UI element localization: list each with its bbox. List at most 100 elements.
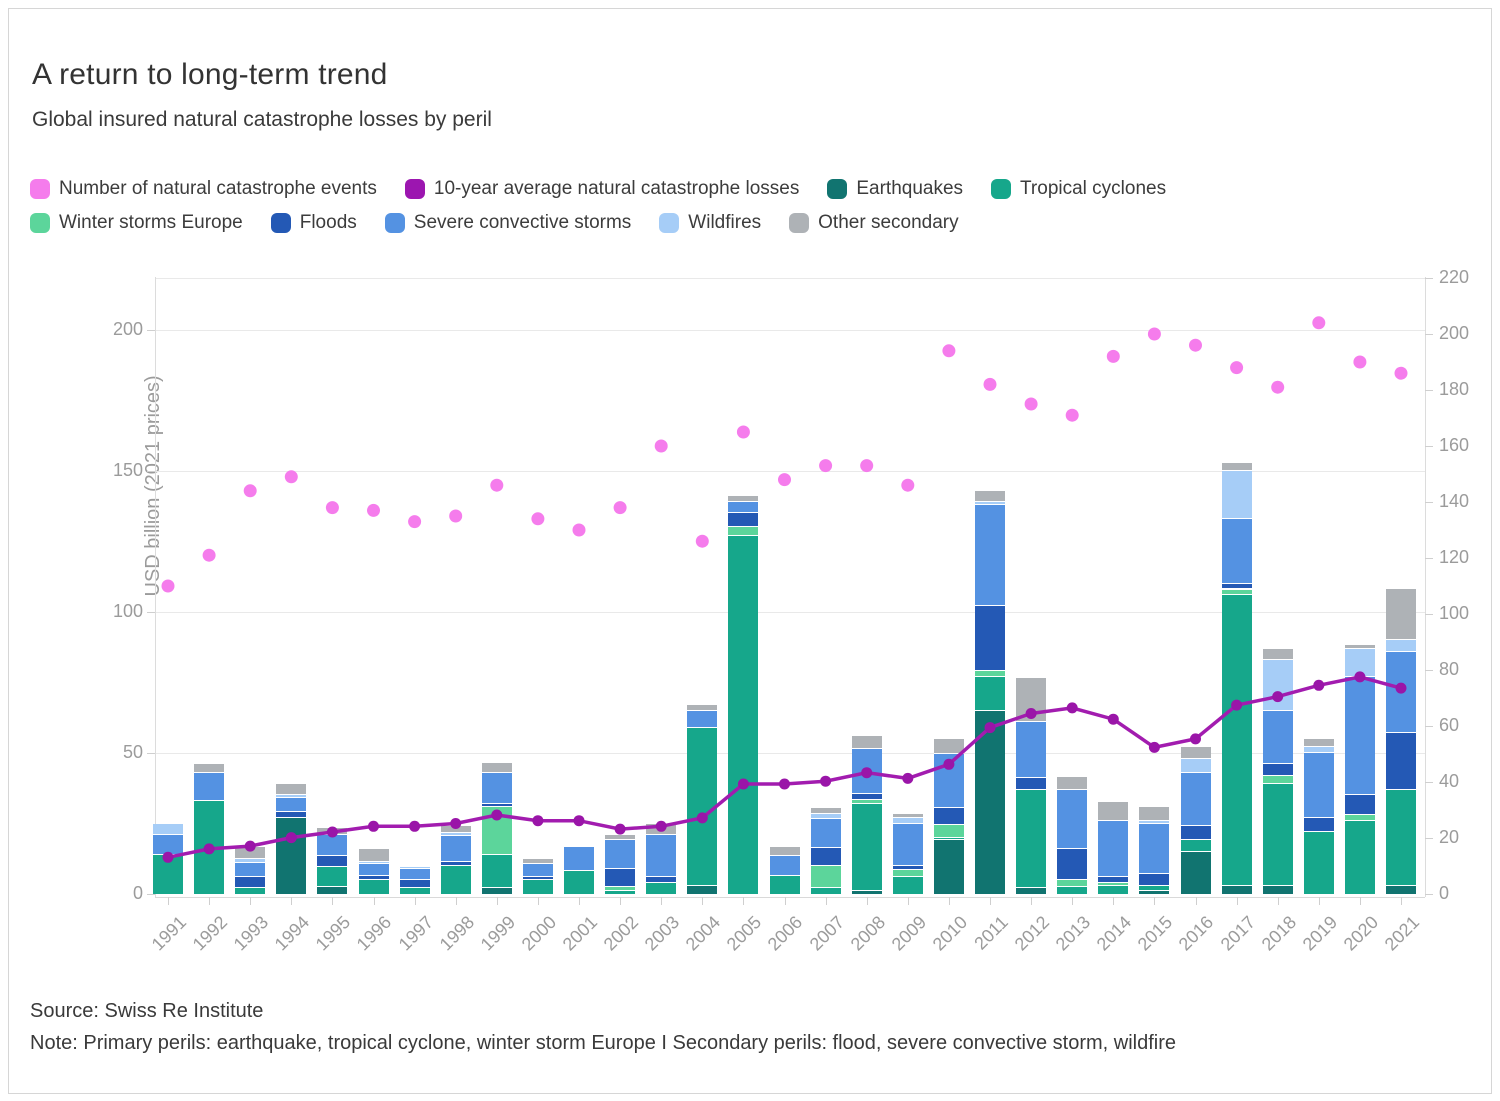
- legend-swatch-10-year-average-natural-catastrophe-losses: [404, 179, 425, 199]
- note-text: Note: Primary perils: earthquake, tropic…: [30, 1032, 1177, 1054]
- x-tickmark: [168, 897, 169, 905]
- bar-segment-1995-severe-convective-storms: [317, 834, 348, 856]
- legend-swatch-severe-convective-storms: [384, 213, 405, 233]
- legend-swatch-wildfires: [659, 213, 680, 233]
- bar-segment-2012-earthquakes: [1016, 888, 1047, 894]
- y-tickmark-right: [1425, 278, 1433, 279]
- legend-swatch-earthquakes: [827, 179, 848, 199]
- bar-segment-1998-other-secondary: [440, 826, 471, 834]
- bar-segment-2003-tropical-cyclones: [646, 882, 677, 894]
- bar-segment-1992-other-secondary: [194, 764, 225, 773]
- bar-segment-2016-earthquakes: [1180, 851, 1211, 894]
- bar-segment-2021-wildfires: [1386, 640, 1416, 652]
- bar-segment-2016-floods: [1180, 826, 1211, 841]
- gridline-top: [155, 278, 1425, 279]
- bar-segment-2013-other-secondary: [1057, 777, 1088, 790]
- legend-label: Severe convective storms: [413, 212, 632, 233]
- y-tickmark-right: [1425, 894, 1433, 895]
- bar-segment-2003-other-secondary: [646, 823, 677, 835]
- bar-segment-2008-tropical-cyclones: [851, 803, 882, 892]
- bar-segment-2004-severe-convective-storms: [687, 710, 718, 728]
- bar-segment-2003-floods: [646, 877, 677, 883]
- y-tick-right-140: 140: [1439, 491, 1470, 511]
- bar-segment-2012-severe-convective-storms: [1016, 722, 1047, 779]
- bar-segment-2004-tropical-cyclones: [687, 727, 718, 886]
- chart-subtitle: Global insured natural catastrophe losse…: [32, 108, 492, 131]
- y-tick-right-80: 80: [1439, 659, 1460, 679]
- bar-segment-2021-other-secondary: [1386, 589, 1416, 641]
- bar-segment-1998-tropical-cyclones: [440, 865, 471, 894]
- bar-segment-2014-tropical-cyclones: [1098, 885, 1129, 894]
- bar-segment-2009-tropical-cyclones: [892, 877, 923, 894]
- bar-segment-2018-floods: [1262, 764, 1293, 776]
- bar-segment-2013-floods: [1057, 848, 1088, 880]
- bar-segment-2013-tropical-cyclones: [1057, 887, 1088, 894]
- bar-segment-2008-floods: [851, 793, 882, 800]
- legend-item-winter-storms-europe: Winter storms Europe: [30, 212, 243, 234]
- bar-segment-2002-tropical-cyclones: [605, 891, 636, 894]
- bar-segment-2012-other-secondary: [1016, 678, 1047, 722]
- legend-swatch-other-secondary: [789, 213, 810, 233]
- bar-segment-2017-other-secondary: [1221, 462, 1252, 471]
- bar-segment-2018-tropical-cyclones: [1262, 784, 1293, 886]
- y-tickmark-right: [1425, 558, 1433, 559]
- bar-segment-2011-floods: [975, 606, 1005, 672]
- bar-segment-2005-tropical-cyclones: [728, 535, 759, 894]
- bar-segment-2021-severe-convective-storms: [1386, 651, 1416, 734]
- gridline-100: [155, 612, 1425, 613]
- bar-segment-2007-wildfires: [810, 813, 841, 820]
- bar-segment-2017-floods: [1221, 583, 1252, 590]
- bar-segment-2011-wildfires: [975, 502, 1005, 505]
- bar-segment-1996-floods: [358, 875, 389, 880]
- y-tickmark-left: [147, 894, 155, 895]
- y-axis-title: USD billion (2021 prices): [142, 375, 165, 597]
- y-tickmark-right: [1425, 670, 1433, 671]
- legend-label: Number of natural catastrophe events: [59, 178, 377, 199]
- x-tickmark: [414, 897, 416, 905]
- x-tickmark: [866, 897, 868, 905]
- x-tickmark: [291, 897, 293, 905]
- bar-segment-1997-wildfires: [399, 867, 430, 869]
- y-tickmark-left: [147, 471, 155, 472]
- legend-label: Floods: [299, 212, 357, 233]
- y-tick-right-220: 220: [1439, 267, 1470, 287]
- bar-segment-2008-other-secondary: [851, 736, 882, 749]
- x-tickmark: [990, 897, 991, 905]
- x-tickmark: [702, 897, 704, 905]
- bar-segment-2021-earthquakes: [1386, 885, 1416, 894]
- x-tickmark: [332, 897, 334, 905]
- bar-segment-2014-severe-convective-storms: [1098, 820, 1129, 878]
- bar-segment-1999-winter-storms-europe: [481, 806, 512, 855]
- bar-segment-1993-tropical-cyclones: [235, 888, 266, 894]
- legend-swatch-winter-storms-europe: [30, 213, 50, 233]
- legend-item-floods: Floods: [270, 212, 357, 234]
- y-tickmark-left: [147, 330, 155, 331]
- bar-segment-2017-wildfires: [1221, 471, 1252, 519]
- legend-label: Other secondary: [818, 212, 959, 233]
- bar-segment-2018-other-secondary: [1262, 648, 1293, 660]
- x-tickmark: [907, 897, 909, 905]
- bar-segment-2014-floods: [1098, 877, 1129, 883]
- left-axis-line: [155, 277, 156, 897]
- x-tickmark: [496, 897, 498, 905]
- bar-segment-2016-tropical-cyclones: [1180, 840, 1211, 852]
- bar-segment-2015-tropical-cyclones: [1139, 885, 1170, 892]
- bar-segment-2002-floods: [605, 868, 636, 887]
- bar-segment-2014-winter-storms-europe: [1098, 882, 1129, 886]
- bar-segment-1994-other-secondary: [276, 784, 307, 796]
- bar-segment-2020-other-secondary: [1344, 644, 1375, 649]
- bar-segment-2010-other-secondary: [933, 738, 964, 755]
- y-tickmark-right: [1425, 502, 1433, 503]
- legend-item-tropical-cyclones: Tropical cyclones: [991, 178, 1166, 200]
- legend-row-1: Number of natural catastrophe events 10-y…: [30, 178, 1166, 200]
- bar-segment-2007-tropical-cyclones: [810, 888, 841, 894]
- legend-item-10-year-average-natural-catastrophe-losses: 10-year average natural catastrophe loss…: [404, 178, 799, 200]
- bar-segment-1996-other-secondary: [358, 848, 389, 862]
- bar-segment-2009-other-secondary: [892, 813, 923, 818]
- y-tick-right-40: 40: [1439, 771, 1460, 791]
- bar-segment-1999-other-secondary: [481, 762, 512, 773]
- legend-item-earthquakes: Earthquakes: [827, 178, 963, 200]
- bar-segment-2020-wildfires: [1344, 648, 1375, 677]
- bar-segment-1997-floods: [399, 879, 430, 889]
- x-tickmark: [579, 897, 580, 905]
